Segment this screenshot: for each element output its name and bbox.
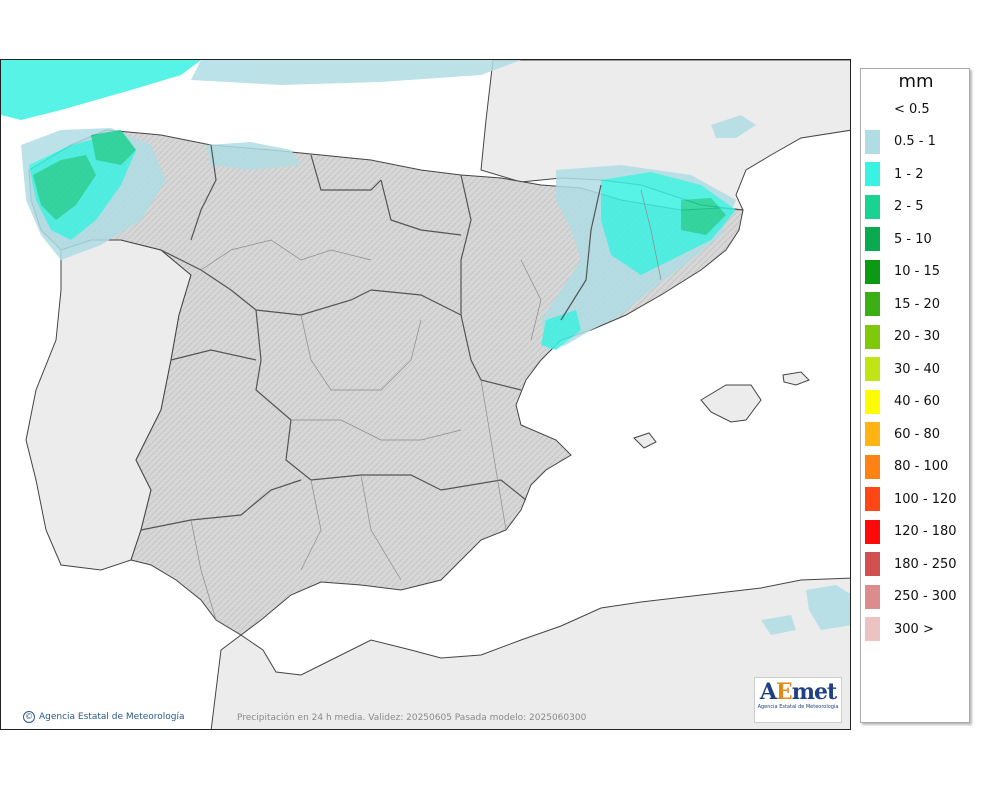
legend-label: 10 - 15 [894,264,941,279]
legend-swatch [865,357,880,381]
legend-label: < 0.5 [894,101,930,117]
ibiza [633,432,657,449]
agency-credit-text: Agencia Estatal de Meteorología [39,712,185,722]
legend-swatch [865,487,880,511]
north-africa-land [210,577,850,729]
legend-swatch [865,584,880,609]
legend-label: 40 - 60 [894,394,941,409]
legend-swatch [865,259,880,284]
mallorca [700,384,762,423]
legend-swatch [865,617,880,641]
spain-land [28,129,744,636]
legend-label: 1 - 2 [894,166,924,182]
map-canvas [1,60,850,729]
legend-item: 300 > [865,616,934,642]
legend-item: 100 - 120 [865,486,957,512]
legend-swatch [865,454,880,479]
legend-item: 30 - 40 [865,356,940,382]
legend-swatch [865,129,880,154]
legend-item: 60 - 80 [865,421,940,447]
legend-label: 250 - 300 [894,589,957,604]
legend-item: 40 - 60 [865,389,940,415]
legend-swatch [865,324,880,349]
province-borders [190,189,662,621]
legend-item: 120 - 180 [865,519,957,545]
legend-label: 60 - 80 [894,426,941,442]
legend-swatch [865,292,880,316]
agency-credit[interactable]: © Agencia Estatal de Meteorología [23,711,185,723]
legend-swatch [865,389,880,414]
legend-item: 0.5 - 1 [865,129,936,155]
aemet-logo: AEmet Agencia Estatal de Meteorología [754,677,842,723]
precipitation-map[interactable]: © Agencia Estatal de Meteorología Precip… [0,59,851,730]
validity-caption: Precipitación en 24 h media. Validez: 20… [237,713,587,723]
legend-label: 0.5 - 1 [894,134,936,149]
legend-swatch [865,227,880,251]
legend-label: 300 > [894,621,934,637]
legend-label: 20 - 30 [894,329,941,344]
legend-swatch [865,519,880,544]
legend-label: 120 - 180 [894,524,957,539]
legend-item: 80 - 100 [865,454,948,480]
legend-unit: mm [898,71,934,92]
menorca [782,371,810,386]
legend-label: 15 - 20 [894,296,941,312]
legend-swatch [865,194,880,219]
legend-swatch [865,552,880,576]
logo-subtitle: Agencia Estatal de Meteorología [757,704,839,710]
legend: mm < 0.5 0.5 - 1 1 - 2 2 - 5 5 - 10 10 - 15 15… [860,68,970,723]
legend-item: 20 - 30 [865,324,940,350]
legend-item: 250 - 300 [865,584,957,610]
legend-label: 2 - 5 [894,199,924,214]
legend-label: 80 - 100 [894,459,949,474]
legend-item: 180 - 250 [865,551,957,577]
legend-label: 5 - 10 [894,231,932,247]
legend-item: 15 - 20 [865,291,940,317]
legend-swatch [865,97,880,121]
legend-label: 180 - 250 [894,556,957,572]
copyright-icon: © [23,711,35,723]
legend-label: 30 - 40 [894,361,941,377]
legend-item: < 0.5 [865,96,930,122]
legend-swatch [865,162,880,186]
legend-item: 1 - 2 [865,161,924,187]
logo-wordmark: AEmet [759,679,837,705]
legend-item: 2 - 5 [865,194,924,220]
precip-overlays [1,60,850,635]
legend-item: 5 - 10 [865,226,932,252]
legend-label: 100 - 120 [894,491,957,507]
legend-swatch [865,422,880,446]
legend-item: 10 - 15 [865,259,940,285]
